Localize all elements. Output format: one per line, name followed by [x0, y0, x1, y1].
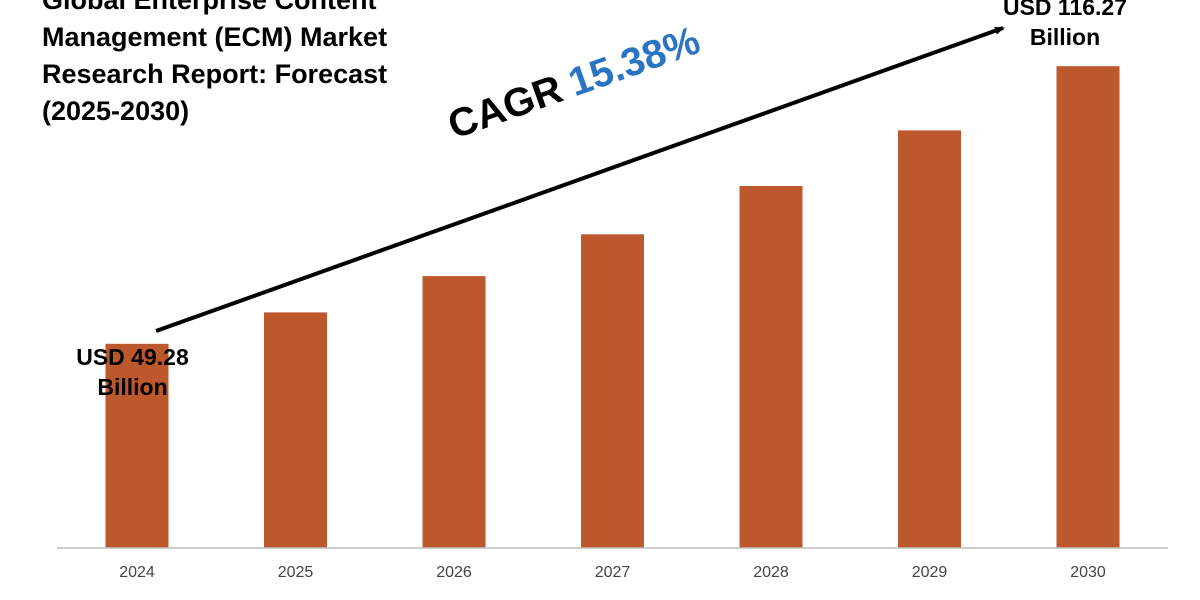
bar-2026	[422, 276, 486, 548]
bars	[105, 66, 1120, 549]
bar-2028	[739, 186, 803, 548]
x-tick-label-2029: 2029	[912, 564, 948, 581]
bar-2029	[898, 130, 961, 548]
start-value-amount: USD 49.28	[76, 344, 189, 370]
x-tick-labels: 2024 2025 2026 2027 2028 2029 2030	[119, 564, 1106, 581]
x-tick-label-2026: 2026	[436, 564, 472, 581]
x-tick-label-2027: 2027	[595, 564, 631, 581]
chart-title-line: (2025-2030)	[42, 96, 190, 126]
end-value-unit: Billion	[1029, 24, 1101, 50]
bar-2027	[581, 234, 644, 549]
chart-title: Global Enterprise Content Management (EC…	[42, 0, 462, 130]
end-value-callout: USD 116.27 Billion	[990, 0, 1140, 52]
bar-2030	[1056, 66, 1120, 548]
chart-title-line: Management (ECM) Market	[42, 22, 388, 52]
growth-trend-arrow	[155, 26, 1005, 333]
x-tick-label-2025: 2025	[278, 564, 314, 581]
chart-title-line: Global Enterprise Content	[42, 0, 377, 15]
bar-2024	[105, 343, 169, 548]
x-tick-label-2028: 2028	[753, 564, 789, 581]
end-value-amount: USD 116.27	[1002, 0, 1128, 20]
bar-2025	[264, 312, 327, 548]
start-value-unit: Billion	[97, 374, 168, 400]
x-tick-label-2030: 2030	[1070, 564, 1106, 581]
start-value-callout: USD 49.28 Billion	[60, 342, 205, 402]
x-tick-label-2024: 2024	[119, 564, 155, 581]
chart-title-line: Research Report: Forecast	[42, 59, 388, 89]
